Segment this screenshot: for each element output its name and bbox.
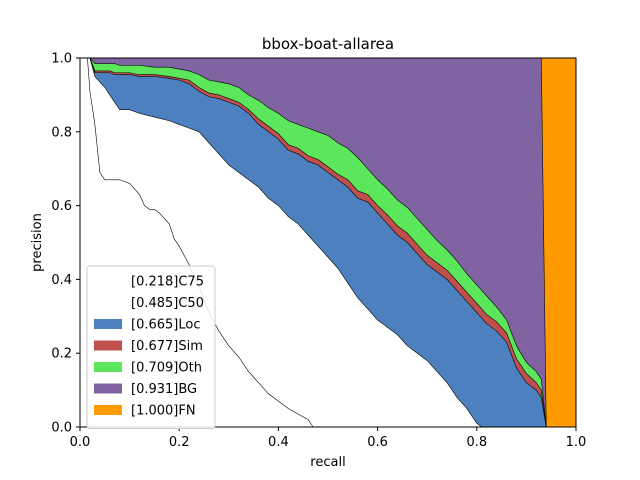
legend: [0.218]C75 [0.485]C50 [0.665]Loc [0.677]Sim…	[86, 265, 216, 429]
y-tick-label: 0.8	[51, 125, 72, 140]
y-tick-label: 0.0	[51, 421, 72, 436]
curve-c50	[80, 57, 482, 428]
legend-label-sim: [0.677]Sim	[131, 339, 203, 354]
y-tick-label: 0.6	[51, 199, 72, 214]
legend-label-c50: [0.485]C50	[131, 296, 204, 311]
legend-swatch-sim	[94, 340, 122, 351]
x-tick-label: 0.2	[169, 435, 190, 450]
x-tick-label: 0.8	[466, 435, 487, 450]
y-axis-label: precision	[30, 213, 45, 272]
curve-loc	[80, 57, 547, 428]
x-axis-ticks: 0.0 0.2 0.4 0.6 0.8 1.0	[70, 427, 587, 450]
x-tick-label: 0.0	[70, 435, 91, 450]
legend-swatch-c75	[94, 276, 122, 286]
x-tick-label: 0.4	[268, 435, 289, 450]
x-tick-label: 0.6	[367, 435, 388, 450]
chart-title: bbox-boat-allarea	[262, 35, 394, 53]
y-tick-label: 0.4	[51, 273, 72, 288]
y-tick-label: 1.0	[51, 52, 72, 67]
legend-label-c75: [0.218]C75	[131, 275, 204, 290]
plot-lines	[80, 57, 547, 428]
plot-frame	[79, 57, 577, 428]
x-tick-label: 1.0	[566, 435, 587, 450]
legend-swatch-loc	[94, 319, 122, 329]
legend-swatch-c50	[94, 297, 122, 308]
legend-swatch-fn	[94, 405, 122, 415]
x-axis-label: recall	[310, 455, 345, 470]
legend-label-loc: [0.665]Loc	[131, 318, 200, 333]
legend-swatch-bg	[94, 383, 122, 394]
legend-label-oth: [0.709]Oth	[131, 361, 202, 376]
legend-label-bg: [0.931]BG	[131, 382, 197, 397]
curve-sim	[80, 57, 547, 428]
curve-oth	[80, 57, 547, 428]
legend-swatch-oth	[94, 362, 122, 372]
y-axis-ticks: 0.0 0.2 0.4 0.6 0.8 1.0	[51, 52, 80, 436]
y-tick-label: 0.2	[51, 347, 72, 362]
curve-c75	[80, 57, 319, 428]
legend-label-fn: [1.000]FN	[131, 404, 196, 419]
